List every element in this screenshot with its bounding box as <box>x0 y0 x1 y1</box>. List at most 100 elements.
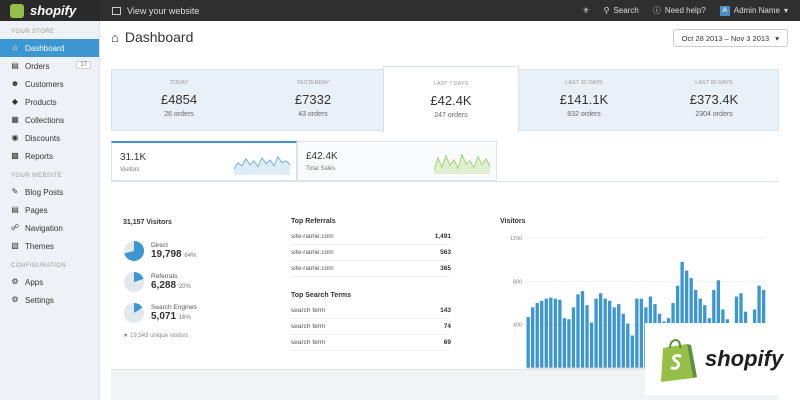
search-term: search term <box>291 323 326 330</box>
visitors-sparkline <box>234 155 290 175</box>
source-percent: 16% <box>178 315 191 321</box>
visitors-bar[interactable] <box>585 305 589 368</box>
source-value: 5,071 <box>151 311 177 322</box>
page-title: Dashboard <box>124 29 194 45</box>
chevron-down-icon: ▾ <box>783 6 788 15</box>
sidebar-item-pages[interactable]: ▤ Pages <box>0 201 99 219</box>
table-row[interactable]: search term 143 <box>291 303 451 319</box>
sidebar-section-title: CONFIGURATION <box>11 263 67 269</box>
sidebar-item-dashboard[interactable]: ⌂ Dashboard <box>0 39 99 57</box>
visitors-bar[interactable] <box>589 322 594 369</box>
stat-last-90-days[interactable]: LAST 90 DAYS £373.4K 2304 orders <box>649 70 779 132</box>
stat-label: TODAY <box>169 80 189 86</box>
visitor-source-direct: Direct 19,798 64% <box>123 240 196 262</box>
sidebar-item-blog-posts[interactable]: ✎ Blog Posts <box>0 183 99 201</box>
visitors-bar[interactable] <box>639 298 644 368</box>
gear-icon: ⚙ <box>11 295 19 304</box>
referral-name: site-name.com <box>291 265 334 272</box>
home-icon: ⌂ <box>111 29 119 45</box>
visitors-bar[interactable] <box>684 270 689 369</box>
visitors-bar[interactable] <box>608 300 612 368</box>
visitors-bar[interactable] <box>580 291 585 368</box>
stat-label: LAST 30 DAYS <box>565 80 603 86</box>
chevron-down-icon: ▾ <box>775 33 779 43</box>
stat-value: £141.1K <box>559 92 609 107</box>
sidebar-item-collections[interactable]: ▦ Collections <box>0 111 99 129</box>
visitors-bar[interactable] <box>576 294 580 368</box>
brand-logo[interactable]: shopify <box>0 0 100 21</box>
visitors-bar[interactable] <box>531 307 535 368</box>
sidebar-item-label: Reports <box>25 151 54 161</box>
visitors-bar[interactable] <box>680 261 684 368</box>
visitors-bar[interactable] <box>549 297 553 368</box>
visitors-bar[interactable] <box>567 319 571 368</box>
orders-icon: ▤ <box>11 61 19 70</box>
view-website-link[interactable]: View your website <box>112 6 199 16</box>
visitors-bar[interactable] <box>612 307 616 368</box>
visitors-bar[interactable] <box>526 317 530 368</box>
visitors-bar[interactable] <box>635 298 639 368</box>
table-row[interactable]: search term 69 <box>291 335 451 351</box>
sidebar-item-reports[interactable]: ▩ Reports <box>0 147 99 165</box>
card-total-sales[interactable]: £42.4K Total Sales <box>297 141 497 181</box>
stat-orders: 26 orders <box>164 111 194 118</box>
card-value: 31.1K <box>120 152 147 163</box>
chart-title: Visitors <box>500 218 526 225</box>
stat-label: LAST 7 DAYS <box>433 81 469 87</box>
visitors-bar[interactable] <box>621 313 625 368</box>
y-tick-label: 1200 <box>510 236 522 242</box>
sidebar-item-label: Themes <box>25 241 54 251</box>
stat-label: LAST 90 DAYS <box>695 80 733 86</box>
table-row[interactable]: search term 74 <box>291 319 451 335</box>
referral-count: 563 <box>440 249 451 256</box>
visitors-bar[interactable] <box>571 307 576 368</box>
table-row[interactable]: site-name.com 563 <box>291 245 451 261</box>
card-visitors[interactable]: 31.1K Visitors <box>111 141 297 181</box>
sidebar-item-apps[interactable]: ⚙ Apps <box>0 273 99 291</box>
sidebar-item-label: Discounts <box>25 133 61 143</box>
admin-menu[interactable]: A Admin Name ▾ <box>719 5 788 16</box>
search-button[interactable]: ⚲ Search <box>604 6 639 15</box>
referral-count: 1,491 <box>434 233 451 240</box>
visitors-bar[interactable] <box>540 300 544 368</box>
stat-today[interactable]: TODAY £4854 26 orders <box>112 70 246 132</box>
visitors-bar[interactable] <box>617 304 621 368</box>
customers-icon: ☻ <box>10 79 20 88</box>
sidebar-item-themes[interactable]: ▧ Themes <box>0 237 99 255</box>
stat-last-7-days[interactable]: LAST 7 DAYS £42.4K 247 orders <box>383 66 519 133</box>
date-range-picker[interactable]: Oct 28 2013 – Nov 3 2013 ▾ <box>672 29 788 47</box>
sidebar-item-label: Blog Posts <box>25 187 64 197</box>
search-engines-pie-icon <box>124 303 144 323</box>
visitor-source-search-engines: Search Engines 5,071 16% <box>123 302 197 324</box>
y-tick-label: 800 <box>513 279 522 285</box>
stat-yesterday[interactable]: YESTERDAY £7332 43 orders <box>246 70 380 132</box>
sidebar-item-label: Apps <box>25 277 44 287</box>
top-bar: shopify View your website ⚜ ⚲ Search ⓘ N… <box>0 0 800 21</box>
visitors-bar[interactable] <box>544 298 548 368</box>
sidebar-item-orders[interactable]: ▤ Orders 17 <box>0 57 99 75</box>
visitors-bar[interactable] <box>630 335 634 369</box>
visitors-bar[interactable] <box>626 323 630 368</box>
stat-last-30-days[interactable]: LAST 30 DAYS £141.1K 832 orders <box>519 70 649 132</box>
notifications-button[interactable]: ⚜ <box>582 6 589 15</box>
admin-name: Admin Name <box>733 6 780 15</box>
help-button[interactable]: ⓘ Need help? <box>653 5 706 16</box>
table-row[interactable]: site-name.com 1,491 <box>291 229 451 245</box>
help-label: Need help? <box>664 6 706 15</box>
visitors-bar[interactable] <box>558 299 562 368</box>
visitors-bar[interactable] <box>594 298 598 368</box>
sidebar-item-discounts[interactable]: ◉ Discounts <box>0 129 99 147</box>
sidebar-item-settings[interactable]: ⚙ Settings <box>0 291 99 309</box>
visitors-title: 31,157 Visitors <box>123 219 172 226</box>
page-header: ⌂ Dashboard <box>111 29 193 45</box>
source-percent: 64% <box>184 253 197 259</box>
sidebar-item-products[interactable]: ◆ Products <box>0 93 99 111</box>
visitors-bar[interactable] <box>535 303 539 368</box>
visitors-bar[interactable] <box>603 298 607 368</box>
table-row[interactable]: site-name.com 365 <box>291 261 451 277</box>
visitors-bar[interactable] <box>598 293 603 368</box>
visitors-bar[interactable] <box>553 298 557 368</box>
visitors-bar[interactable] <box>562 318 567 368</box>
sidebar-item-customers[interactable]: ☻ Customers <box>0 75 99 93</box>
sidebar-item-navigation[interactable]: ☍ Navigation <box>0 219 99 237</box>
